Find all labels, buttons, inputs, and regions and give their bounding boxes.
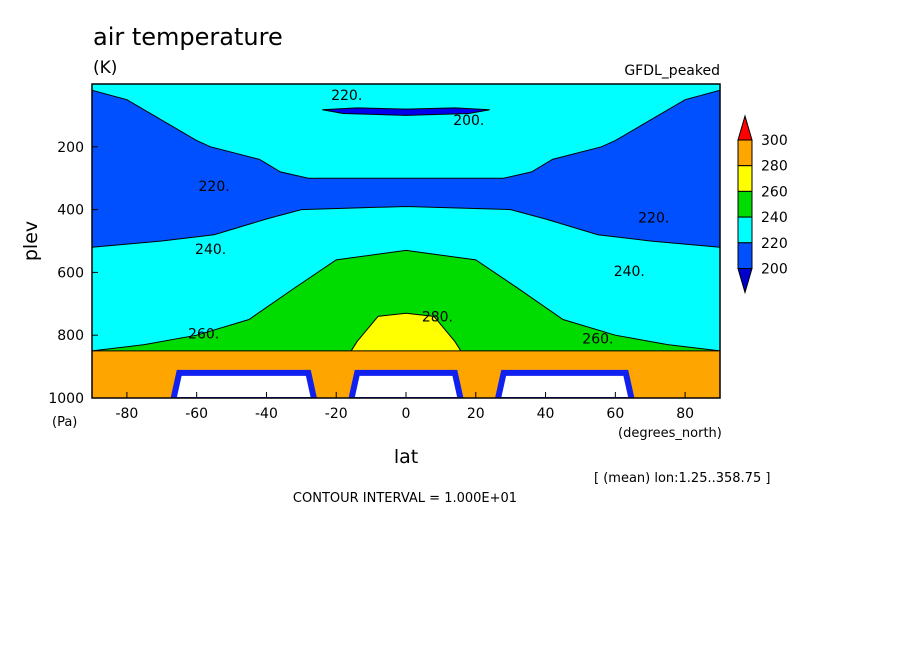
colorbar-label-3: 240 [761,210,788,226]
contour-labels: 220. 200. 220. 220. 240. 240. 260. 260. 280. [188,88,669,347]
chart-units: (K) [93,58,117,78]
y-tick-label-1: 400 [57,203,84,219]
colorbar-segment-5 [737,242,753,270]
colorbar-segment-2 [737,165,753,192]
x-tick-label-4: 0 [402,406,411,422]
x-axis-label: lat [394,446,418,468]
colorbar-label-2: 260 [761,184,788,200]
plot-area [92,84,720,398]
x-axis-units: (degrees_north) [618,426,722,441]
y-tick-label-0: 200 [57,140,84,156]
x-tick-label-3: -20 [325,406,348,422]
contour-fill-0 [322,107,490,116]
topography-block-0 [170,369,317,398]
colorbar: 300 280 260 240 220 200 [737,114,788,295]
contour-interval-note: CONTOUR INTERVAL = 1.000E+01 [293,491,517,506]
x-tick-label-2: -40 [255,406,278,422]
colorbar-segment-4 [737,216,753,244]
y-axis-ticks: 200 400 600 800 1000 [48,140,98,407]
x-tick-label-6: 40 [537,406,555,422]
model-name: GFDL_peaked [624,63,720,79]
topography-block-1 [348,369,464,398]
contour-label-6: 260. [188,327,219,343]
contour-fills [92,89,720,398]
x-tick-label-0: -80 [115,406,138,422]
x-tick-label-7: 60 [606,406,624,422]
colorbar-segment-1 [737,139,753,167]
contour-label-2: 220. [199,179,230,195]
contour-label-4: 240. [195,242,226,258]
colorbar-bottom-arrow [737,268,753,295]
x-axis-ticks: -80 -60 -40 -20 0 20 40 60 80 [115,392,694,422]
colorbar-label-1: 280 [761,159,788,175]
topography-block-2 [495,369,635,398]
y-axis-label: plev [20,221,42,261]
contour-label-5: 240. [614,264,645,280]
chart-title: air temperature [93,23,283,51]
contour-label-7: 260. [582,331,613,347]
topography-mask [170,369,635,398]
y-axis-units: (Pa) [52,415,77,430]
y-tick-label-4: 1000 [48,391,84,407]
x-tick-label-5: 20 [467,406,485,422]
x-tick-label-1: -60 [185,406,208,422]
contour-label-0: 220. [331,88,362,104]
colorbar-label-4: 220 [761,236,788,252]
contour-label-3: 220. [638,210,669,226]
colorbar-segment-3 [737,190,753,218]
colorbar-top-arrow [737,114,753,141]
x-tick-label-8: 80 [676,406,694,422]
contour-label-1: 200. [453,113,484,129]
y-tick-label-2: 600 [57,265,84,281]
colorbar-label-5: 200 [761,262,788,278]
averaging-note: [ (mean) lon:1.25..358.75 ] [594,471,770,486]
colorbar-label-0: 300 [761,133,788,149]
y-tick-label-3: 800 [57,328,84,344]
contour-label-8: 280. [422,309,453,325]
